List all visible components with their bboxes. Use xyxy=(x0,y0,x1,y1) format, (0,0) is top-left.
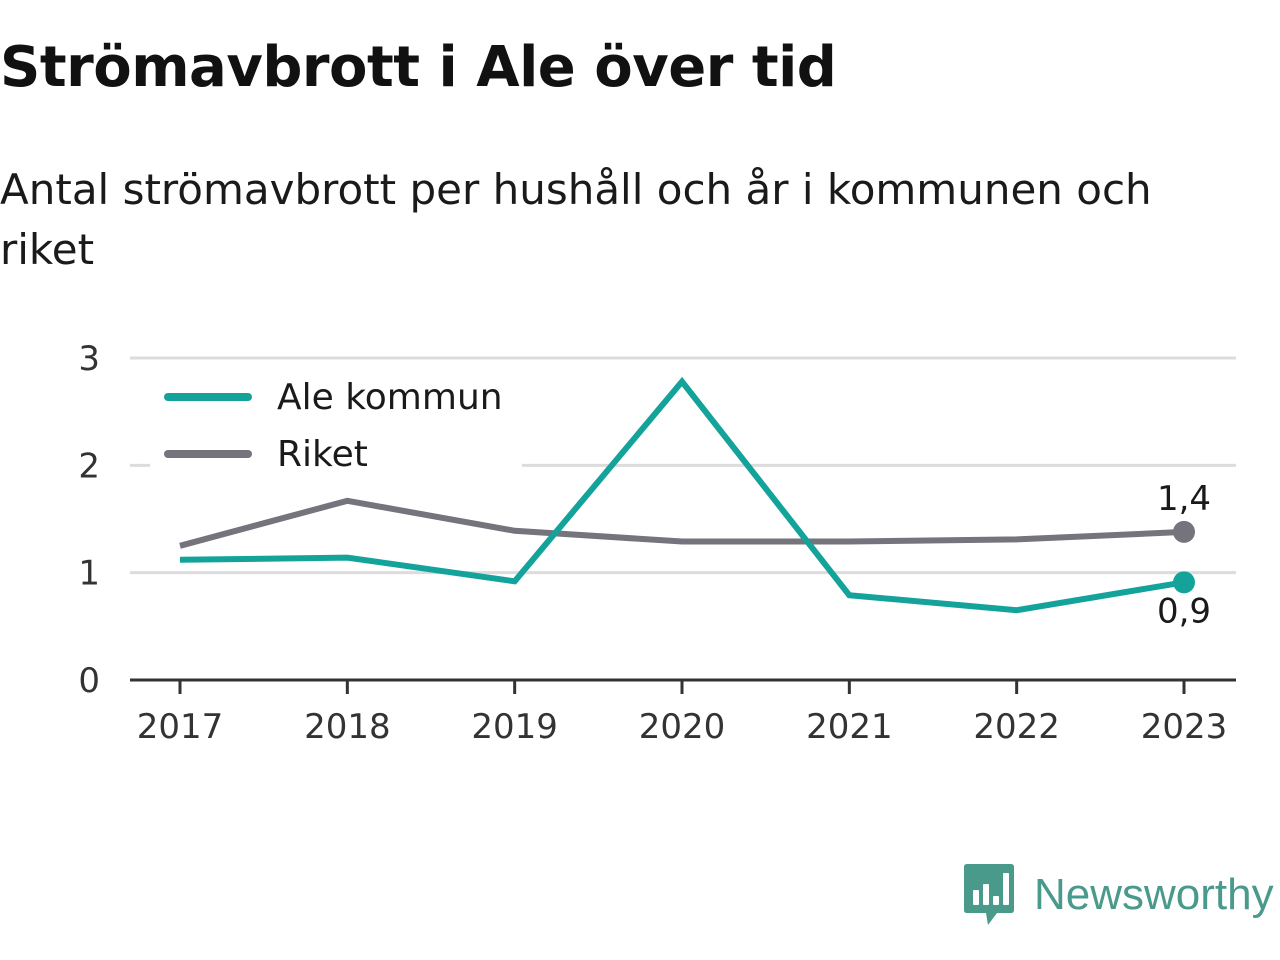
x-tick-label: 2023 xyxy=(1141,707,1228,747)
series-end-label: 0,9 xyxy=(1157,591,1211,631)
x-axis-tick-labels: 2017 2018 2019 2020 2021 2022 2023 xyxy=(137,707,1228,747)
series-end-marker xyxy=(1173,571,1195,594)
x-tick-label: 2017 xyxy=(137,707,224,747)
brand-name: Newsworthy xyxy=(1034,870,1274,919)
x-axis xyxy=(130,678,1236,694)
x-tick-label: 2018 xyxy=(304,707,391,747)
legend-label: Riket xyxy=(277,434,368,475)
chart-title: Strömavbrott i Ale över tid xyxy=(0,35,837,100)
brand-footer: Newsworthy xyxy=(964,862,1274,928)
series-end-markers: 0,9 1,4 xyxy=(1157,479,1211,631)
series-line xyxy=(179,497,1185,549)
chart-subtitle: Antal strömavbrott per hushåll och år i … xyxy=(0,165,1152,274)
line-chart: 0 1 2 3 Ale kommun Riket 2017 2018 2019 2020 202… xyxy=(78,339,1236,747)
y-tick-label: 1 xyxy=(78,554,100,594)
series-end-marker xyxy=(1173,520,1195,543)
newsworthy-logo-icon xyxy=(964,864,1014,925)
y-tick-label: 2 xyxy=(78,446,100,486)
x-tick-label: 2020 xyxy=(639,707,726,747)
series-lines xyxy=(179,376,1185,614)
x-tick-label: 2021 xyxy=(806,707,893,747)
x-tick-label: 2022 xyxy=(973,707,1060,747)
legend-label: Ale kommun xyxy=(277,377,503,418)
legend: Ale kommun Riket xyxy=(150,372,522,475)
y-tick-label: 3 xyxy=(78,339,100,379)
y-axis-tick-labels: 0 1 2 3 xyxy=(78,339,100,701)
series-line xyxy=(179,376,1185,614)
series-end-label: 1,4 xyxy=(1157,479,1211,519)
x-tick-label: 2019 xyxy=(471,707,558,747)
y-tick-label: 0 xyxy=(78,661,100,701)
